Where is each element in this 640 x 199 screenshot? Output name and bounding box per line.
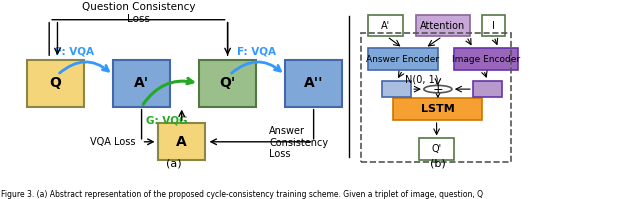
Text: Question Consistency
Loss: Question Consistency Loss — [82, 2, 195, 24]
Text: A': A' — [134, 76, 149, 90]
Text: Image Encoder: Image Encoder — [452, 55, 520, 63]
FancyBboxPatch shape — [285, 60, 342, 107]
Text: Attention: Attention — [420, 20, 465, 31]
FancyBboxPatch shape — [113, 60, 170, 107]
Circle shape — [424, 85, 452, 93]
FancyBboxPatch shape — [415, 15, 470, 36]
Text: (b): (b) — [430, 159, 446, 169]
Text: A': A' — [381, 20, 390, 31]
Text: I: I — [492, 20, 495, 31]
Text: N(0, 1): N(0, 1) — [405, 75, 438, 85]
Text: Answer
Consistency
Loss: Answer Consistency Loss — [269, 126, 328, 159]
Text: F: VQA: F: VQA — [55, 47, 94, 57]
FancyBboxPatch shape — [473, 81, 502, 98]
FancyBboxPatch shape — [483, 15, 505, 36]
FancyBboxPatch shape — [419, 139, 454, 160]
FancyBboxPatch shape — [27, 60, 84, 107]
Text: LSTM: LSTM — [421, 104, 455, 114]
FancyBboxPatch shape — [454, 48, 518, 70]
Text: VQA Loss: VQA Loss — [90, 137, 136, 147]
Text: A'': A'' — [304, 76, 323, 90]
Text: Figure 3. (a) Abstract representation of the proposed cycle-consistency training: Figure 3. (a) Abstract representation of… — [1, 190, 483, 199]
FancyBboxPatch shape — [368, 48, 438, 70]
Text: (a): (a) — [166, 159, 181, 169]
FancyBboxPatch shape — [394, 98, 483, 120]
FancyBboxPatch shape — [368, 15, 403, 36]
Text: A: A — [176, 135, 187, 149]
Text: Answer Encoder: Answer Encoder — [366, 55, 440, 63]
Text: Q': Q' — [220, 76, 236, 90]
FancyBboxPatch shape — [199, 60, 256, 107]
Text: F: VQA: F: VQA — [237, 47, 276, 57]
FancyBboxPatch shape — [157, 123, 205, 160]
Text: Q': Q' — [431, 144, 442, 154]
Text: G: VQG: G: VQG — [147, 115, 188, 125]
FancyBboxPatch shape — [383, 81, 411, 98]
Text: +: + — [433, 83, 443, 96]
Text: Q: Q — [50, 76, 61, 90]
